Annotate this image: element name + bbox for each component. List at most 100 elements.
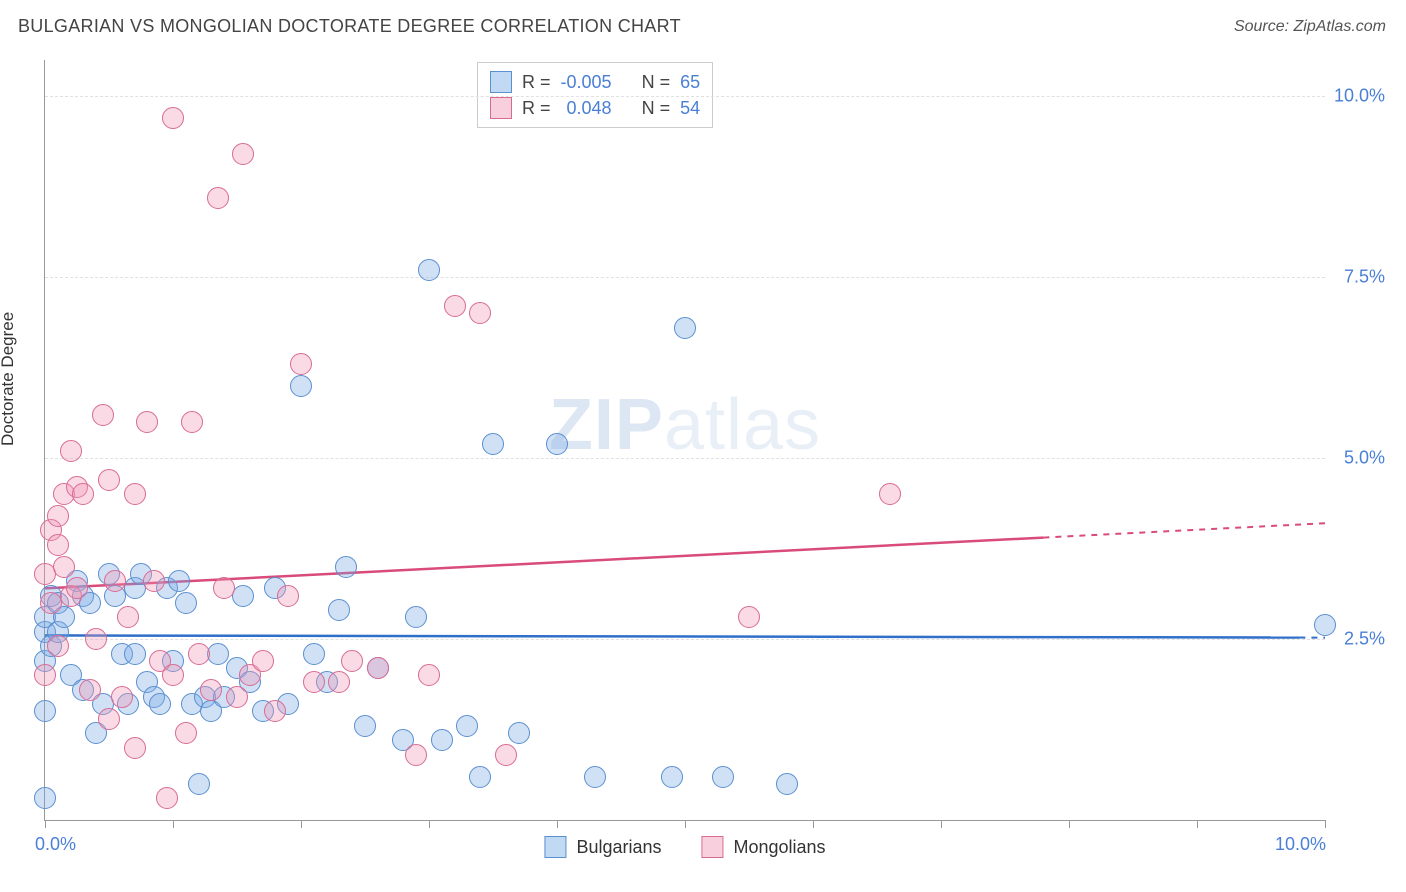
gridline (45, 277, 1325, 278)
data-point-mongolians (277, 585, 299, 607)
data-point-mongolians (124, 737, 146, 759)
gridline (45, 458, 1325, 459)
trend-line-mongolians (45, 538, 1043, 589)
x-tick (685, 820, 686, 828)
data-point-mongolians (162, 664, 184, 686)
y-tick-label: 7.5% (1344, 267, 1385, 288)
y-tick-label: 2.5% (1344, 629, 1385, 650)
x-tick (941, 820, 942, 828)
stats-r-value-mongolians: 0.048 (561, 95, 612, 121)
data-point-bulgarians (34, 787, 56, 809)
chart-title: BULGARIAN VS MONGOLIAN DOCTORATE DEGREE … (18, 16, 681, 37)
data-point-mongolians (252, 650, 274, 672)
x-tick (301, 820, 302, 828)
data-point-mongolians (367, 657, 389, 679)
stats-row-bulgarians: R = -0.005 N = 65 (490, 69, 700, 95)
data-point-bulgarians (661, 766, 683, 788)
data-point-mongolians (111, 686, 133, 708)
x-tick (1069, 820, 1070, 828)
correlation-stats-box: R = -0.005 N = 65 R = 0.048 N = 54 (477, 62, 713, 128)
watermark-bold: ZIP (549, 385, 664, 465)
data-point-bulgarians (290, 375, 312, 397)
data-point-mongolians (85, 628, 107, 650)
x-tick (557, 820, 558, 828)
legend-item-bulgarians: Bulgarians (544, 836, 661, 858)
data-point-mongolians (117, 606, 139, 628)
data-point-mongolians (444, 295, 466, 317)
x-tick (173, 820, 174, 828)
stats-n-value-bulgarians: 65 (680, 69, 700, 95)
trend-line-bulgarians (45, 635, 1299, 637)
data-point-bulgarians (232, 585, 254, 607)
gridline (45, 639, 1325, 640)
data-point-mongolians (98, 469, 120, 491)
data-point-bulgarians (431, 729, 453, 751)
data-point-bulgarians (34, 700, 56, 722)
x-tick (429, 820, 430, 828)
data-point-bulgarians (124, 643, 146, 665)
data-point-mongolians (405, 744, 427, 766)
data-point-mongolians (341, 650, 363, 672)
bottom-legend: Bulgarians Mongolians (544, 836, 825, 858)
data-point-mongolians (66, 577, 88, 599)
data-point-bulgarians (207, 643, 229, 665)
data-point-bulgarians (335, 556, 357, 578)
data-point-mongolians (213, 577, 235, 599)
legend-item-mongolians: Mongolians (702, 836, 826, 858)
gridline (45, 96, 1325, 97)
data-point-mongolians (181, 411, 203, 433)
data-point-mongolians (232, 143, 254, 165)
data-point-mongolians (495, 744, 517, 766)
data-point-mongolians (207, 187, 229, 209)
y-tick-label: 10.0% (1334, 86, 1385, 107)
y-tick-label: 5.0% (1344, 448, 1385, 469)
data-point-mongolians (136, 411, 158, 433)
x-tick (45, 820, 46, 828)
data-point-bulgarians (469, 766, 491, 788)
data-point-bulgarians (149, 693, 171, 715)
scatter-plot-area: ZIPatlas R = -0.005 N = 65 R = 0.048 N =… (44, 60, 1325, 821)
stats-r-label: R = (522, 95, 551, 121)
data-point-mongolians (98, 708, 120, 730)
data-point-mongolians (156, 787, 178, 809)
x-tick (1197, 820, 1198, 828)
stats-r-value-bulgarians: -0.005 (561, 69, 612, 95)
data-point-bulgarians (508, 722, 530, 744)
data-point-mongolians (738, 606, 760, 628)
data-point-bulgarians (776, 773, 798, 795)
data-point-mongolians (188, 643, 210, 665)
data-point-mongolians (143, 570, 165, 592)
data-point-mongolians (264, 700, 286, 722)
data-point-mongolians (72, 483, 94, 505)
swatch-bulgarians-icon (544, 836, 566, 858)
data-point-mongolians (104, 570, 126, 592)
data-point-mongolians (879, 483, 901, 505)
data-point-bulgarians (354, 715, 376, 737)
data-point-bulgarians (405, 606, 427, 628)
data-point-bulgarians (456, 715, 478, 737)
data-point-mongolians (60, 440, 82, 462)
data-point-mongolians (92, 404, 114, 426)
data-point-mongolians (175, 722, 197, 744)
data-point-bulgarians (168, 570, 190, 592)
data-point-bulgarians (712, 766, 734, 788)
data-point-mongolians (53, 556, 75, 578)
data-point-bulgarians (674, 317, 696, 339)
watermark-light: atlas (664, 385, 821, 465)
data-point-mongolians (200, 679, 222, 701)
data-point-bulgarians (303, 643, 325, 665)
data-point-mongolians (290, 353, 312, 375)
legend-label-mongolians: Mongolians (734, 837, 826, 858)
data-point-mongolians (124, 483, 146, 505)
x-tick (1325, 820, 1326, 828)
stats-row-mongolians: R = 0.048 N = 54 (490, 95, 700, 121)
data-point-mongolians (162, 107, 184, 129)
swatch-bulgarians-icon (490, 71, 512, 93)
stats-n-label: N = (642, 69, 671, 95)
x-tick-label: 0.0% (35, 834, 76, 855)
data-point-bulgarians (175, 592, 197, 614)
data-point-bulgarians (584, 766, 606, 788)
data-point-mongolians (226, 686, 248, 708)
x-tick (813, 820, 814, 828)
data-point-bulgarians (418, 259, 440, 281)
